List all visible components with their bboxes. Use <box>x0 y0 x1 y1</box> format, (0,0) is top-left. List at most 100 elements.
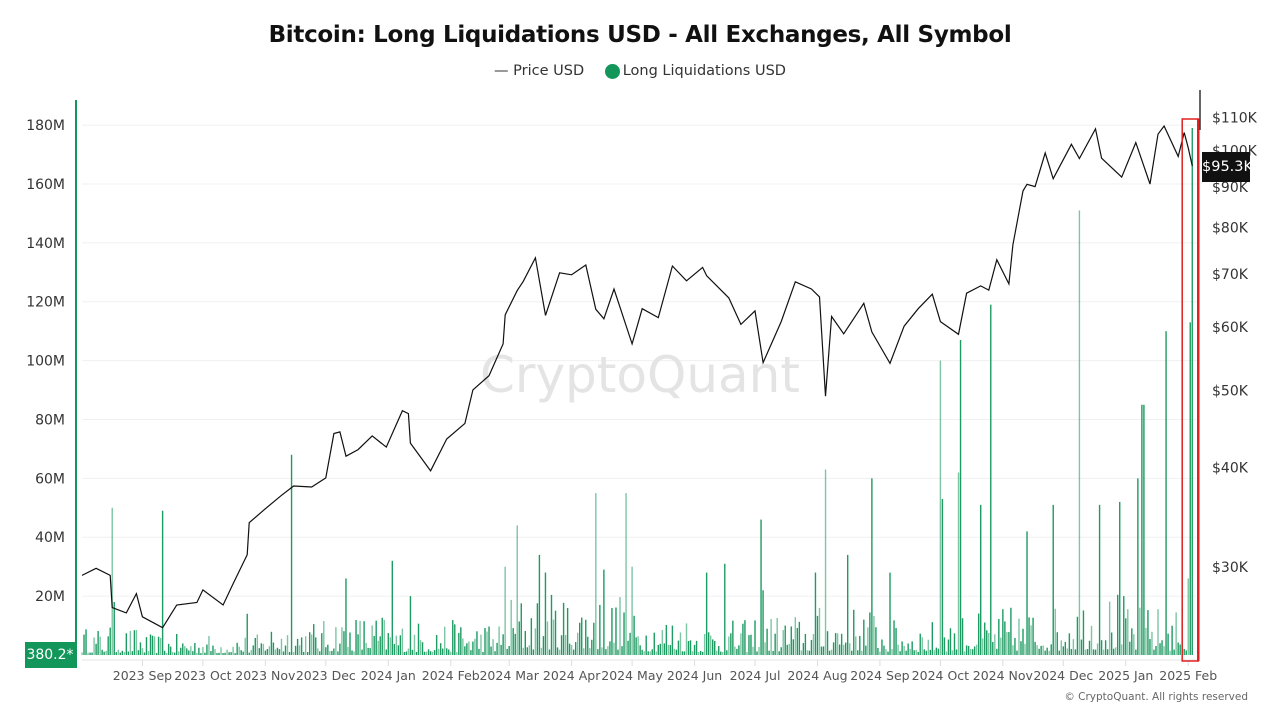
liquidation-bar <box>143 652 146 655</box>
liquidation-bar <box>828 650 831 655</box>
liquidation-bar <box>786 644 788 655</box>
liquidation-bar <box>1012 645 1014 655</box>
liquidation-bar <box>585 619 587 655</box>
liquidation-bar <box>655 651 657 655</box>
liquidation-bar <box>385 649 387 655</box>
liquidation-bar <box>1092 649 1095 655</box>
liquidation-bar <box>423 651 426 655</box>
y-left-tick-label: 180M <box>26 118 65 134</box>
liquidation-bar <box>617 649 619 655</box>
liquidation-bar <box>437 648 440 655</box>
liquidation-bar <box>897 644 899 655</box>
liquidation-bar <box>756 651 758 655</box>
liquidation-bar <box>1167 633 1169 655</box>
liquidation-bar <box>188 650 190 655</box>
liquidation-bar <box>313 624 315 655</box>
liquidation-bar <box>919 633 921 655</box>
liquidation-bar <box>1171 625 1173 655</box>
liquidation-bar <box>865 645 867 655</box>
liquidation-bar <box>599 604 601 655</box>
liquidation-bar <box>383 619 385 655</box>
liquidation-bar <box>1036 645 1038 655</box>
liquidation-bar <box>222 653 224 655</box>
liquidation-bar <box>957 472 960 655</box>
liquidation-bar <box>951 650 954 655</box>
liquidation-bar <box>595 493 597 655</box>
liquidation-bar <box>248 652 250 655</box>
liquidation-bar <box>488 626 490 655</box>
liquidation-bar <box>581 617 583 655</box>
liquidation-bar <box>826 631 829 655</box>
liquidation-bar <box>780 647 782 655</box>
liquidation-bar <box>810 639 813 655</box>
liquidation-bar <box>530 618 533 655</box>
liquidation-bar <box>917 652 919 655</box>
liquidation-bar <box>667 644 670 655</box>
liquidation-bar <box>1052 504 1054 655</box>
liquidation-bar <box>609 641 611 655</box>
liquidation-bar <box>611 608 613 655</box>
liquidation-bar <box>115 652 117 655</box>
liquidation-bar <box>1110 632 1113 655</box>
liquidation-bar <box>923 649 925 655</box>
liquidation-bar <box>351 650 353 655</box>
x-tick-label: 2024 Jul <box>730 668 781 683</box>
liquidation-bar <box>448 649 450 655</box>
liquidation-bar <box>949 628 952 655</box>
liquidation-bar <box>1153 649 1155 655</box>
liquidation-bar <box>558 649 561 655</box>
x-tick-label: 2025 Feb <box>1159 668 1217 683</box>
liquidation-bar <box>200 653 202 655</box>
liquidation-bar <box>1016 650 1018 655</box>
y-right-tick-label: $80K <box>1212 221 1249 237</box>
liquidation-bar <box>139 642 142 655</box>
liquidation-bar <box>333 648 335 655</box>
liquidation-bar <box>907 643 909 655</box>
liquidation-bar <box>417 623 420 655</box>
liquidation-bar <box>429 651 432 655</box>
liquidation-bar <box>1038 648 1040 655</box>
liquidation-bar <box>1080 639 1083 655</box>
liquidation-bar <box>512 628 514 655</box>
liquidation-bar <box>718 645 720 655</box>
x-tick-label: 2024 Jun <box>667 668 722 683</box>
liquidation-bar <box>824 469 827 655</box>
liquidation-bar <box>899 651 901 655</box>
liquidation-bar <box>419 640 422 655</box>
liquidation-bar <box>216 653 218 655</box>
liquidation-bar <box>853 609 855 655</box>
liquidation-bar <box>657 644 659 655</box>
liquidation-bar <box>540 647 543 655</box>
liquidation-bar <box>85 629 87 655</box>
liquidation-bar <box>317 648 319 655</box>
liquidation-bar <box>212 645 214 655</box>
liquidation-bar <box>965 645 968 655</box>
liquidation-bar <box>1072 639 1075 655</box>
liquidation-bar <box>210 651 212 655</box>
legend-item-liquidations[interactable]: Long Liquidations USD <box>589 63 786 79</box>
liquidation-bar <box>1175 612 1177 655</box>
liquidation-bar <box>1135 649 1137 655</box>
liquidation-bar <box>325 647 327 655</box>
liquidation-bar <box>516 525 518 655</box>
y-right-tick-label: $30K <box>1212 560 1249 576</box>
liquidation-bar <box>411 649 414 655</box>
liquidation-bar <box>484 628 486 655</box>
x-tick-label: 2024 Mar <box>479 668 539 683</box>
liquidation-bar <box>286 635 289 655</box>
liquidation-bar <box>536 603 539 655</box>
liquidation-bar <box>1173 649 1175 655</box>
liquidation-bar <box>615 607 617 655</box>
legend-item-price[interactable]: — Price USD <box>494 63 589 79</box>
liquidation-bar <box>742 623 744 655</box>
liquidation-bar <box>1008 632 1010 655</box>
liquidation-bar <box>977 613 980 655</box>
watermark-logo: CryptoQuant <box>480 346 800 404</box>
liquidation-bar <box>1040 645 1042 655</box>
liquidation-bar <box>859 635 861 655</box>
liquidation-bar <box>796 628 799 655</box>
liquidation-bar <box>1046 647 1048 655</box>
liquidation-bar <box>458 632 460 655</box>
liquidation-bar <box>276 647 279 655</box>
liquidation-bar <box>1131 628 1133 655</box>
